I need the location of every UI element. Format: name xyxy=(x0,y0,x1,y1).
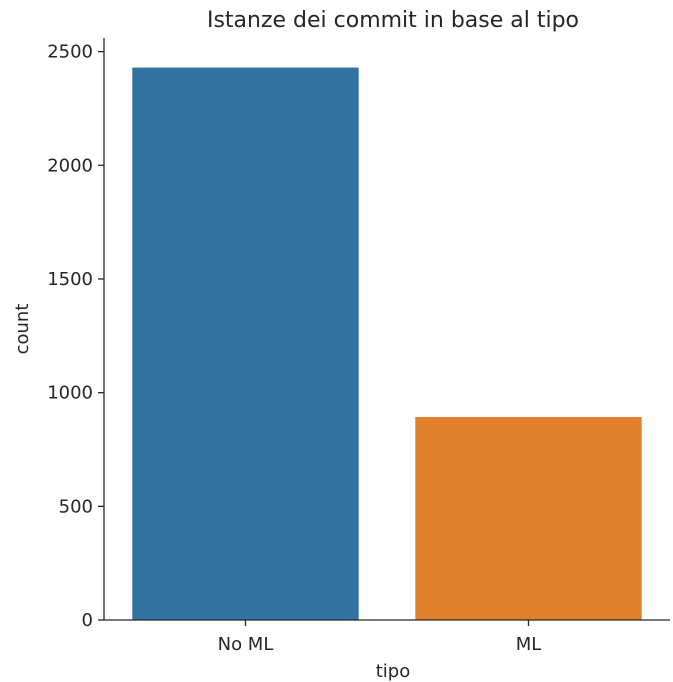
y-axis-ticks: 0 500 1000 1500 2000 2500 xyxy=(47,42,104,631)
y-tick-label: 1000 xyxy=(47,383,93,404)
y-tick-label: 500 xyxy=(59,496,93,517)
y-tick-label: 2000 xyxy=(47,155,93,176)
chart-title: Istanze dei commit in base al tipo xyxy=(207,8,579,33)
y-tick-label: 2500 xyxy=(47,42,93,63)
x-tick-label: No ML xyxy=(218,634,274,655)
bar-ml xyxy=(415,416,642,620)
x-axis-label: tipo xyxy=(376,661,411,682)
x-axis-ticks: No ML ML xyxy=(218,620,542,655)
y-tick-label: 0 xyxy=(82,610,93,631)
x-tick-label: ML xyxy=(516,634,542,655)
y-axis-label: count xyxy=(12,304,33,355)
bar-no-ml xyxy=(132,67,359,620)
y-tick-label: 1500 xyxy=(47,269,93,290)
bars-group xyxy=(132,67,642,620)
